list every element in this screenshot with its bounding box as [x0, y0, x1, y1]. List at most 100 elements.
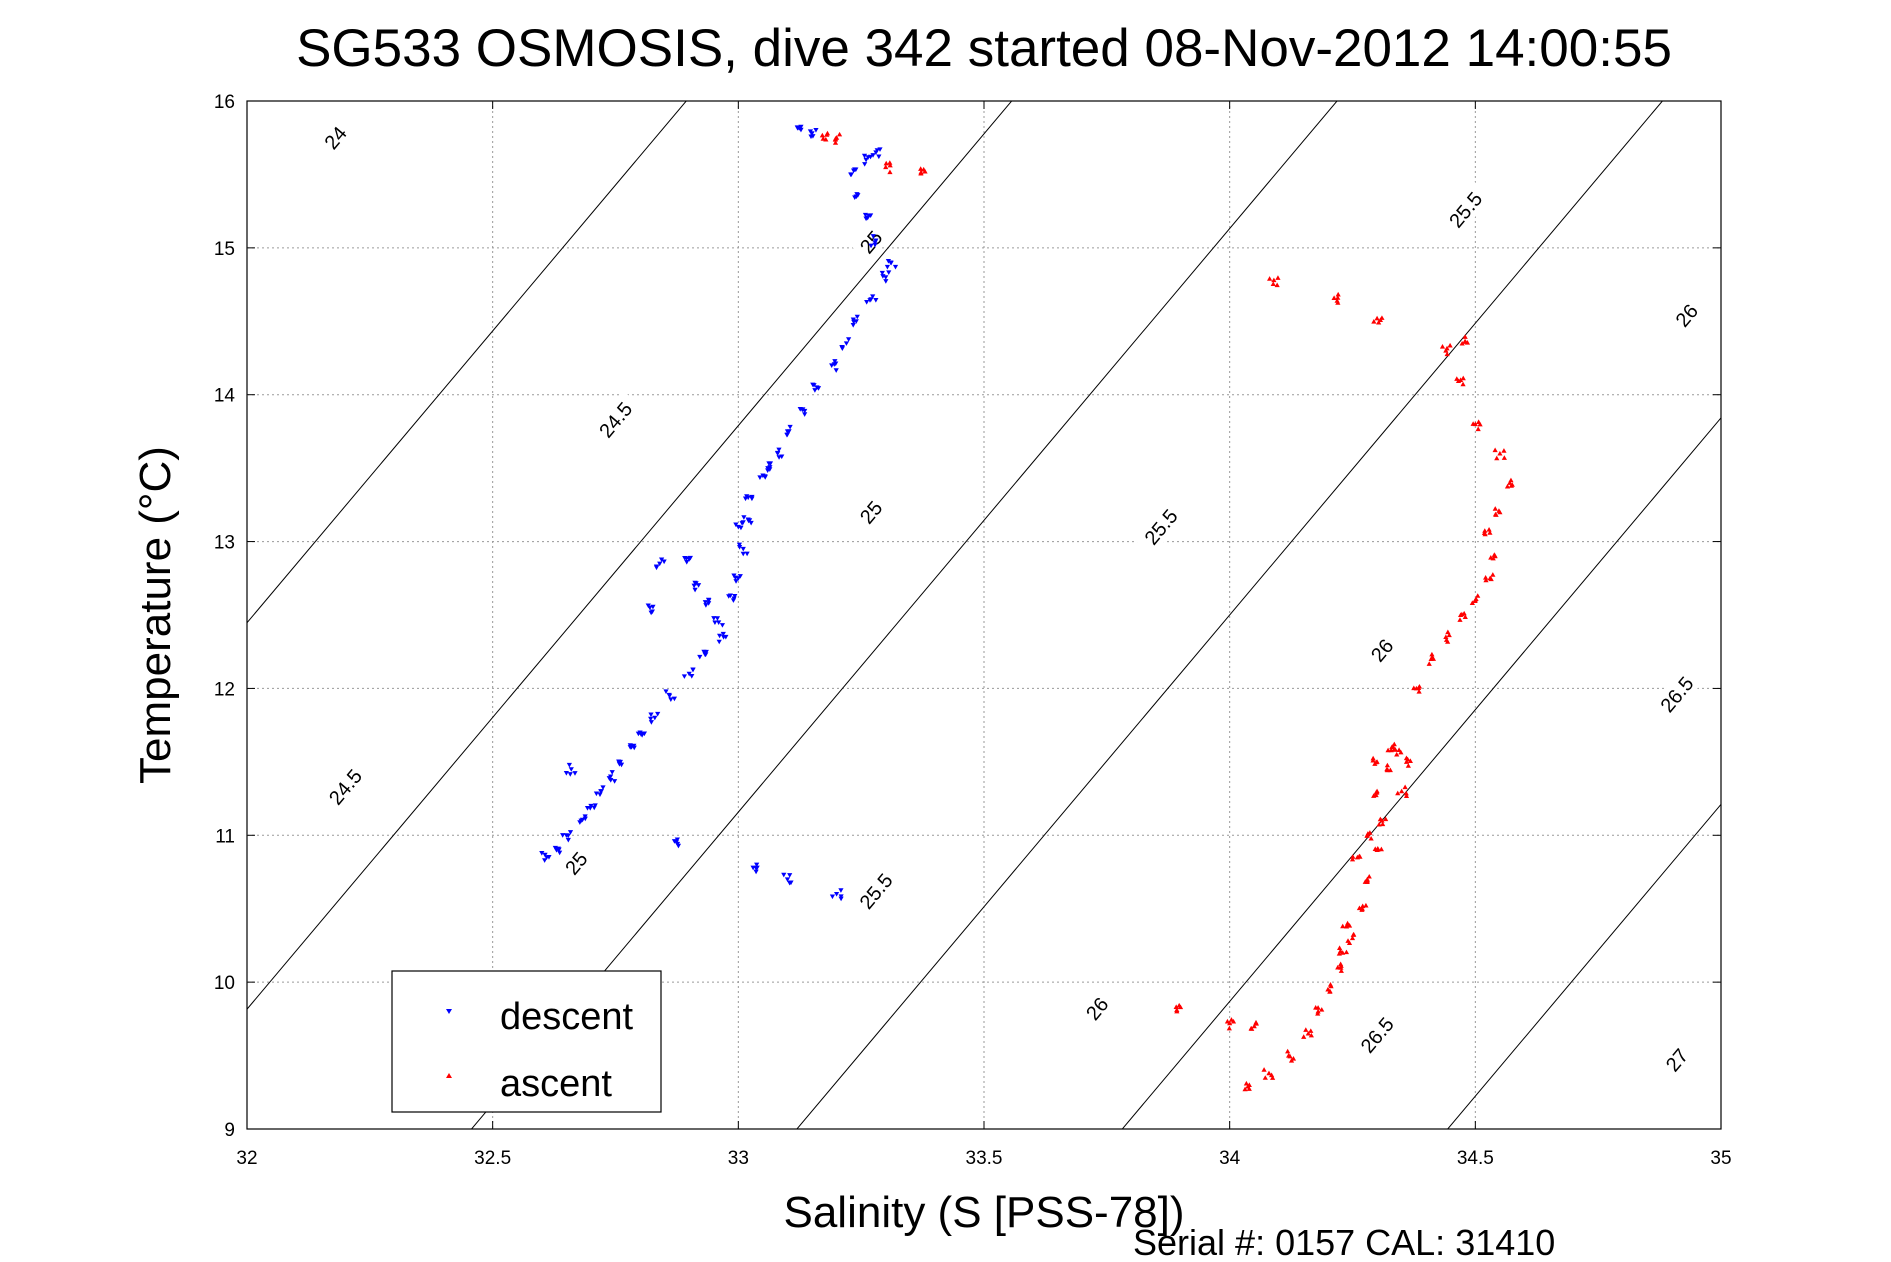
descent-point — [723, 634, 729, 640]
ascent-point — [1394, 751, 1400, 757]
ascent-point — [918, 170, 924, 176]
descent-point — [874, 148, 880, 153]
ascent-point — [1476, 419, 1482, 424]
ascent-point — [1275, 275, 1281, 280]
descent-point — [884, 264, 891, 270]
ascent-point — [1387, 767, 1393, 773]
ascent-point — [887, 169, 893, 175]
ascent-point — [1405, 763, 1411, 768]
ascent-point — [1403, 759, 1410, 764]
ascent-point — [1270, 1075, 1276, 1080]
ascent-point — [1173, 1004, 1179, 1009]
ascent-point — [1357, 854, 1363, 859]
descent-point — [883, 279, 889, 284]
ascent-point — [1462, 614, 1468, 619]
descent-point — [786, 429, 792, 434]
descent-point — [853, 167, 859, 173]
descent-point — [815, 386, 822, 391]
ascent-point — [1384, 762, 1390, 768]
descent-point — [555, 846, 561, 852]
descent-point — [784, 877, 791, 882]
data-points — [539, 124, 1515, 1092]
ascent-point — [1416, 683, 1423, 689]
ascent-point — [1501, 448, 1507, 453]
descent-point — [813, 127, 819, 133]
isopycnal-label-bg — [851, 492, 891, 533]
ascent-point — [1364, 833, 1370, 838]
ascent-point — [1350, 854, 1356, 859]
ascent-point — [1248, 1025, 1254, 1031]
x-axis-label: Salinity (S [PSS-78]) — [783, 1188, 1184, 1237]
ascent-point — [1360, 903, 1366, 909]
descent-point — [781, 872, 787, 878]
descent-point — [693, 581, 699, 586]
ascent-point — [921, 166, 927, 172]
descent-point — [787, 880, 793, 886]
ascent-point — [1398, 749, 1404, 755]
descent-point — [592, 803, 598, 808]
descent-point — [560, 833, 566, 838]
ascent-point — [824, 130, 831, 136]
descent-point — [655, 711, 661, 717]
ascent-point — [1403, 790, 1409, 796]
descent-point — [600, 785, 606, 790]
ascent-point — [1301, 1034, 1307, 1039]
descent-point — [552, 845, 558, 851]
descent-point — [650, 604, 656, 610]
ascent-point — [1377, 816, 1383, 822]
isopycnal-line — [1447, 803, 1721, 1129]
ascent-point — [1267, 276, 1273, 281]
ascent-point — [1371, 318, 1377, 324]
legend-box — [391, 970, 662, 1113]
serial-footer: Serial #: 0157 CAL: 31410 — [1133, 1222, 1555, 1262]
ascent-point — [832, 135, 839, 141]
ascent-point — [1327, 982, 1334, 987]
descent-point — [579, 817, 586, 823]
ascent-point — [1376, 821, 1382, 827]
x-tick-label: 32.5 — [474, 1148, 511, 1169]
ascent-point — [883, 160, 889, 166]
descent-point — [737, 574, 743, 579]
ascent-point — [1488, 554, 1494, 560]
descent-point — [733, 522, 739, 528]
ascent-point — [1486, 527, 1492, 532]
descent-point — [870, 153, 876, 158]
ascent-point — [1429, 651, 1435, 657]
descent-point — [810, 382, 816, 388]
ascent-point — [1261, 1067, 1267, 1072]
ascent-point — [1383, 816, 1389, 822]
descent-point — [714, 616, 721, 621]
descent-point — [690, 667, 696, 673]
ascent-point — [1336, 945, 1343, 950]
descent-point — [582, 814, 588, 820]
ascent-point — [1496, 508, 1502, 513]
ascent-point — [1379, 315, 1385, 320]
ascent-point — [1251, 1023, 1257, 1029]
ascent-point — [1455, 378, 1462, 384]
descent-point — [653, 565, 660, 571]
legend-ascent-label: ascent — [500, 1063, 612, 1105]
ascent-point — [1338, 961, 1344, 967]
descent-point — [868, 213, 874, 218]
descent-point — [861, 153, 868, 159]
descent-point — [720, 631, 726, 637]
descent-point — [706, 601, 712, 606]
descent-point — [839, 346, 845, 351]
x-tick-label: 34 — [1219, 1148, 1241, 1169]
ascent-point — [823, 136, 829, 142]
descent-point — [876, 154, 882, 160]
descent-point — [757, 475, 763, 481]
descent-point — [802, 408, 808, 414]
ascent-point — [1174, 1007, 1180, 1012]
ascent-point — [1338, 968, 1344, 973]
descent-point — [557, 850, 563, 856]
ascent-point — [1490, 572, 1496, 577]
ascent-point — [1359, 907, 1365, 912]
x-tick-label: 33.5 — [966, 1148, 1003, 1169]
descent-point — [542, 852, 548, 858]
descent-point — [870, 294, 876, 300]
descent-point — [684, 560, 690, 565]
descent-point — [854, 314, 860, 320]
ascent-point — [1507, 480, 1513, 485]
descent-point — [716, 633, 723, 639]
